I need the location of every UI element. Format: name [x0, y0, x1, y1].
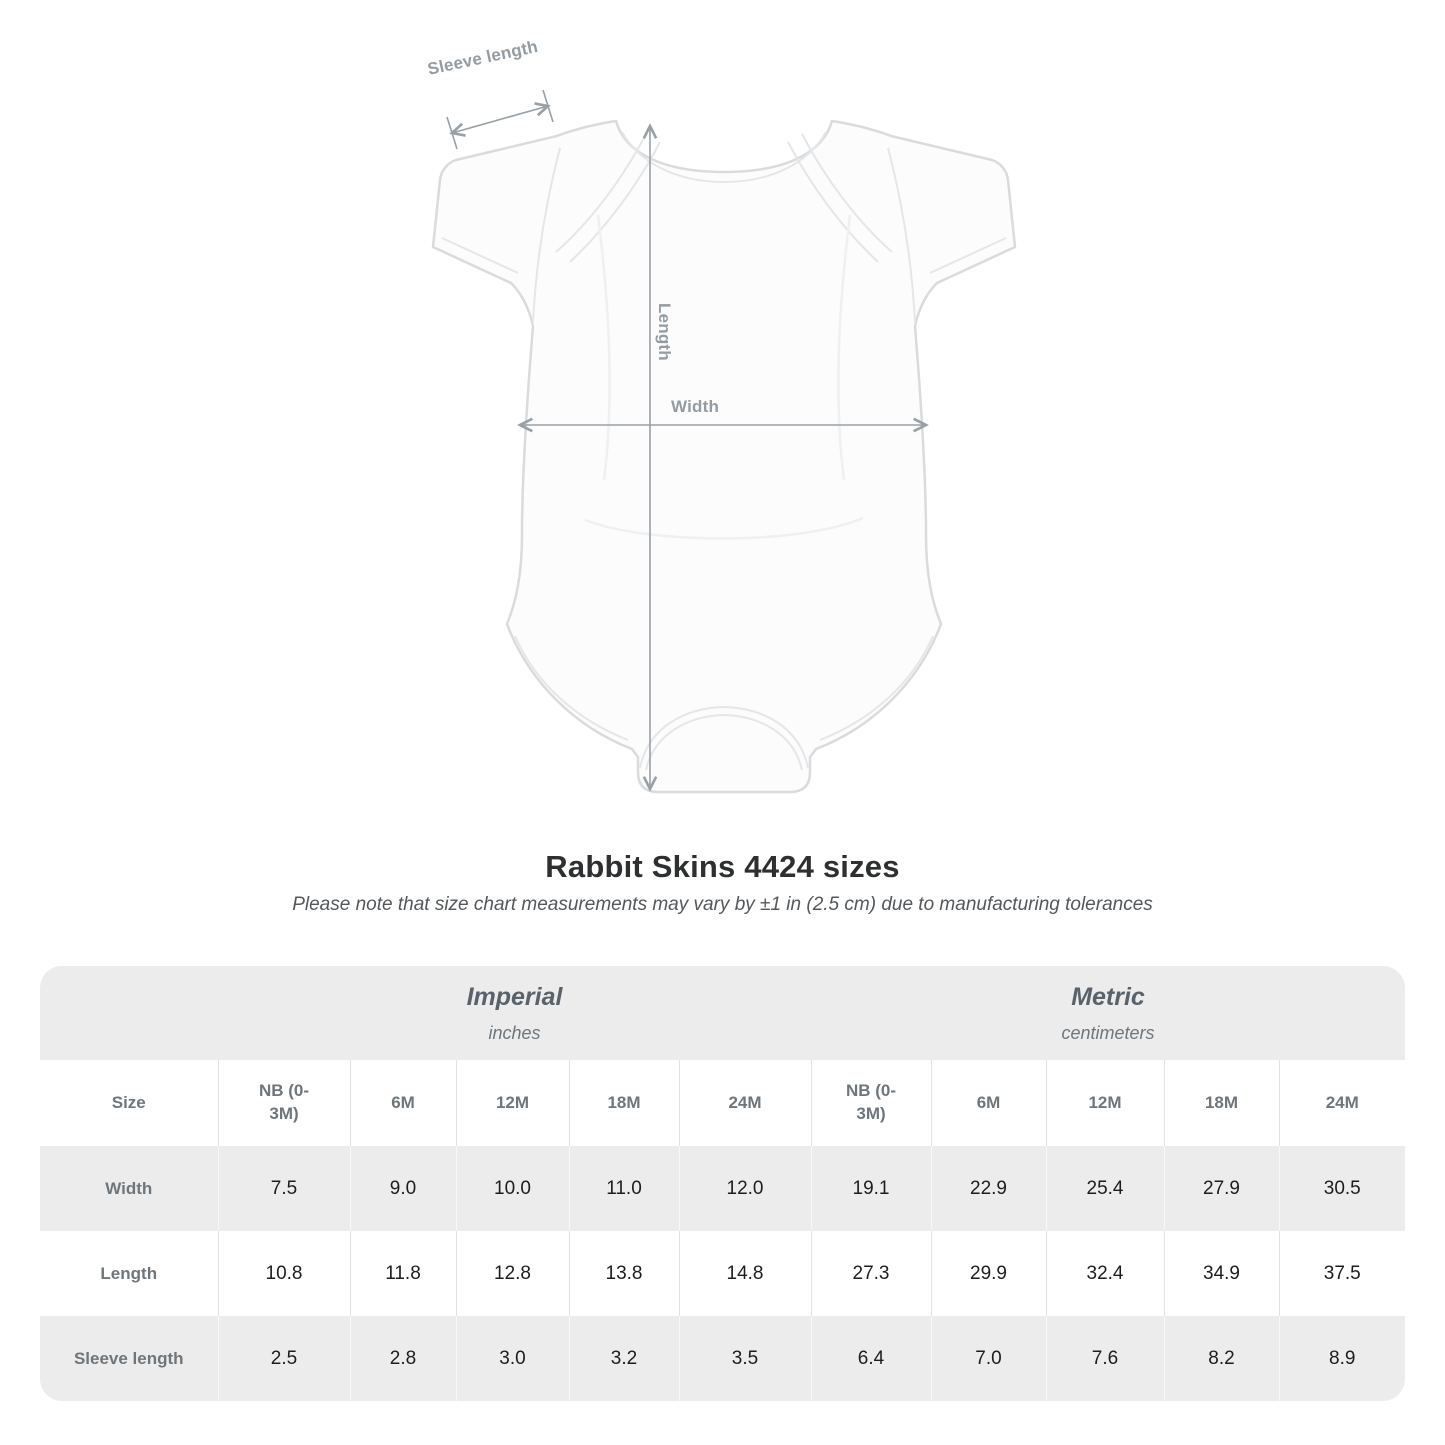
column-header-row: Size NB (0-3M) 6M 12M 18M 24M NB (0-3M) … [40, 1060, 1405, 1146]
imperial-unit: inches [488, 1022, 541, 1043]
cell-sleeve-imperial-18m: 3.2 [568, 1316, 679, 1401]
cell-width-metric-6m: 22.9 [930, 1146, 1047, 1231]
sleeve-arrow-tick-left [446, 116, 458, 150]
sleeve-length-arrow [452, 106, 548, 133]
cell-sleeve-imperial-24m: 3.5 [678, 1316, 812, 1401]
bodysuit-shape [431, 119, 1017, 794]
cell-width-imperial-12m: 10.0 [455, 1146, 569, 1231]
col-header-size: Size [40, 1060, 218, 1146]
width-label: Width [671, 397, 720, 416]
cell-sleeve-metric-24m: 8.9 [1278, 1316, 1405, 1401]
col-header-metric-18m: 18M [1163, 1060, 1280, 1146]
row-label-sleeve-length: Sleeve length [40, 1316, 218, 1401]
size-chart: Imperial inches Metric centimeters Size … [40, 966, 1405, 1401]
cell-width-metric-18m: 27.9 [1163, 1146, 1280, 1231]
cell-sleeve-metric-nb: 6.4 [810, 1316, 932, 1401]
cell-length-metric-12m: 32.4 [1045, 1231, 1165, 1316]
cell-length-imperial-24m: 14.8 [678, 1231, 812, 1316]
cell-length-metric-24m: 37.5 [1278, 1231, 1405, 1316]
metric-group-header: Metric centimeters [811, 966, 1405, 1060]
cell-width-imperial-24m: 12.0 [678, 1146, 812, 1231]
row-label-width: Width [40, 1146, 218, 1231]
cell-sleeve-metric-18m: 8.2 [1163, 1316, 1280, 1401]
metric-unit: centimeters [1061, 1022, 1155, 1043]
cell-length-imperial-12m: 12.8 [455, 1231, 569, 1316]
col-header-metric-12m: 12M [1045, 1060, 1165, 1146]
page-title: Rabbit Skins 4424 sizes [545, 849, 900, 884]
cell-sleeve-imperial-6m: 2.8 [349, 1316, 456, 1401]
table-row-length: Length 10.8 11.8 12.8 13.8 14.8 27.3 29.… [40, 1231, 1405, 1316]
cell-width-metric-12m: 25.4 [1045, 1146, 1165, 1231]
table-row-width: Width 7.5 9.0 10.0 11.0 12.0 19.1 22.9 2… [40, 1146, 1405, 1231]
imperial-label: Imperial [466, 982, 563, 1011]
cell-length-metric-6m: 29.9 [930, 1231, 1047, 1316]
unit-group-row: Imperial inches Metric centimeters [40, 966, 1405, 1060]
cell-length-imperial-18m: 13.8 [568, 1231, 679, 1316]
cell-length-imperial-nb: 10.8 [217, 1231, 350, 1316]
group-corner-cell [40, 966, 218, 1060]
cell-length-metric-nb: 27.3 [810, 1231, 932, 1316]
fabric-folds [584, 214, 864, 540]
cell-sleeve-imperial-12m: 3.0 [455, 1316, 569, 1401]
col-header-imperial-6m: 6M [349, 1060, 456, 1146]
measurement-arrows [446, 89, 926, 789]
col-header-metric-6m: 6M [930, 1060, 1047, 1146]
col-header-metric-nb: NB (0-3M) [810, 1060, 932, 1146]
cell-sleeve-imperial-nb: 2.5 [217, 1316, 350, 1401]
cell-width-metric-24m: 30.5 [1278, 1146, 1405, 1231]
cell-width-imperial-nb: 7.5 [217, 1146, 350, 1231]
imperial-group-header: Imperial inches [218, 966, 812, 1060]
table-row-sleeve-length: Sleeve length 2.5 2.8 3.0 3.2 3.5 6.4 7.… [40, 1316, 1405, 1401]
size-chart-table: Imperial inches Metric centimeters Size … [40, 966, 1405, 1401]
cell-width-imperial-6m: 9.0 [349, 1146, 456, 1231]
col-header-imperial-12m: 12M [455, 1060, 569, 1146]
sleeve-arrow-tick-right [542, 89, 554, 123]
length-label: Length [655, 303, 674, 361]
cell-sleeve-metric-12m: 7.6 [1045, 1316, 1165, 1401]
metric-label: Metric [1071, 982, 1145, 1011]
cell-sleeve-metric-6m: 7.0 [930, 1316, 1047, 1401]
col-header-imperial-24m: 24M [678, 1060, 812, 1146]
col-header-imperial-nb: NB (0-3M) [217, 1060, 350, 1146]
tolerance-note: Please note that size chart measurements… [292, 894, 1153, 915]
col-header-imperial-18m: 18M [568, 1060, 679, 1146]
cell-length-metric-18m: 34.9 [1163, 1231, 1280, 1316]
bodysuit-outline [431, 119, 1017, 794]
cell-length-imperial-6m: 11.8 [349, 1231, 456, 1316]
cell-width-metric-nb: 19.1 [810, 1146, 932, 1231]
cell-width-imperial-18m: 11.0 [568, 1146, 679, 1231]
col-header-metric-24m: 24M [1278, 1060, 1405, 1146]
bodysuit-illustration [431, 89, 1017, 794]
row-label-length: Length [40, 1231, 218, 1316]
